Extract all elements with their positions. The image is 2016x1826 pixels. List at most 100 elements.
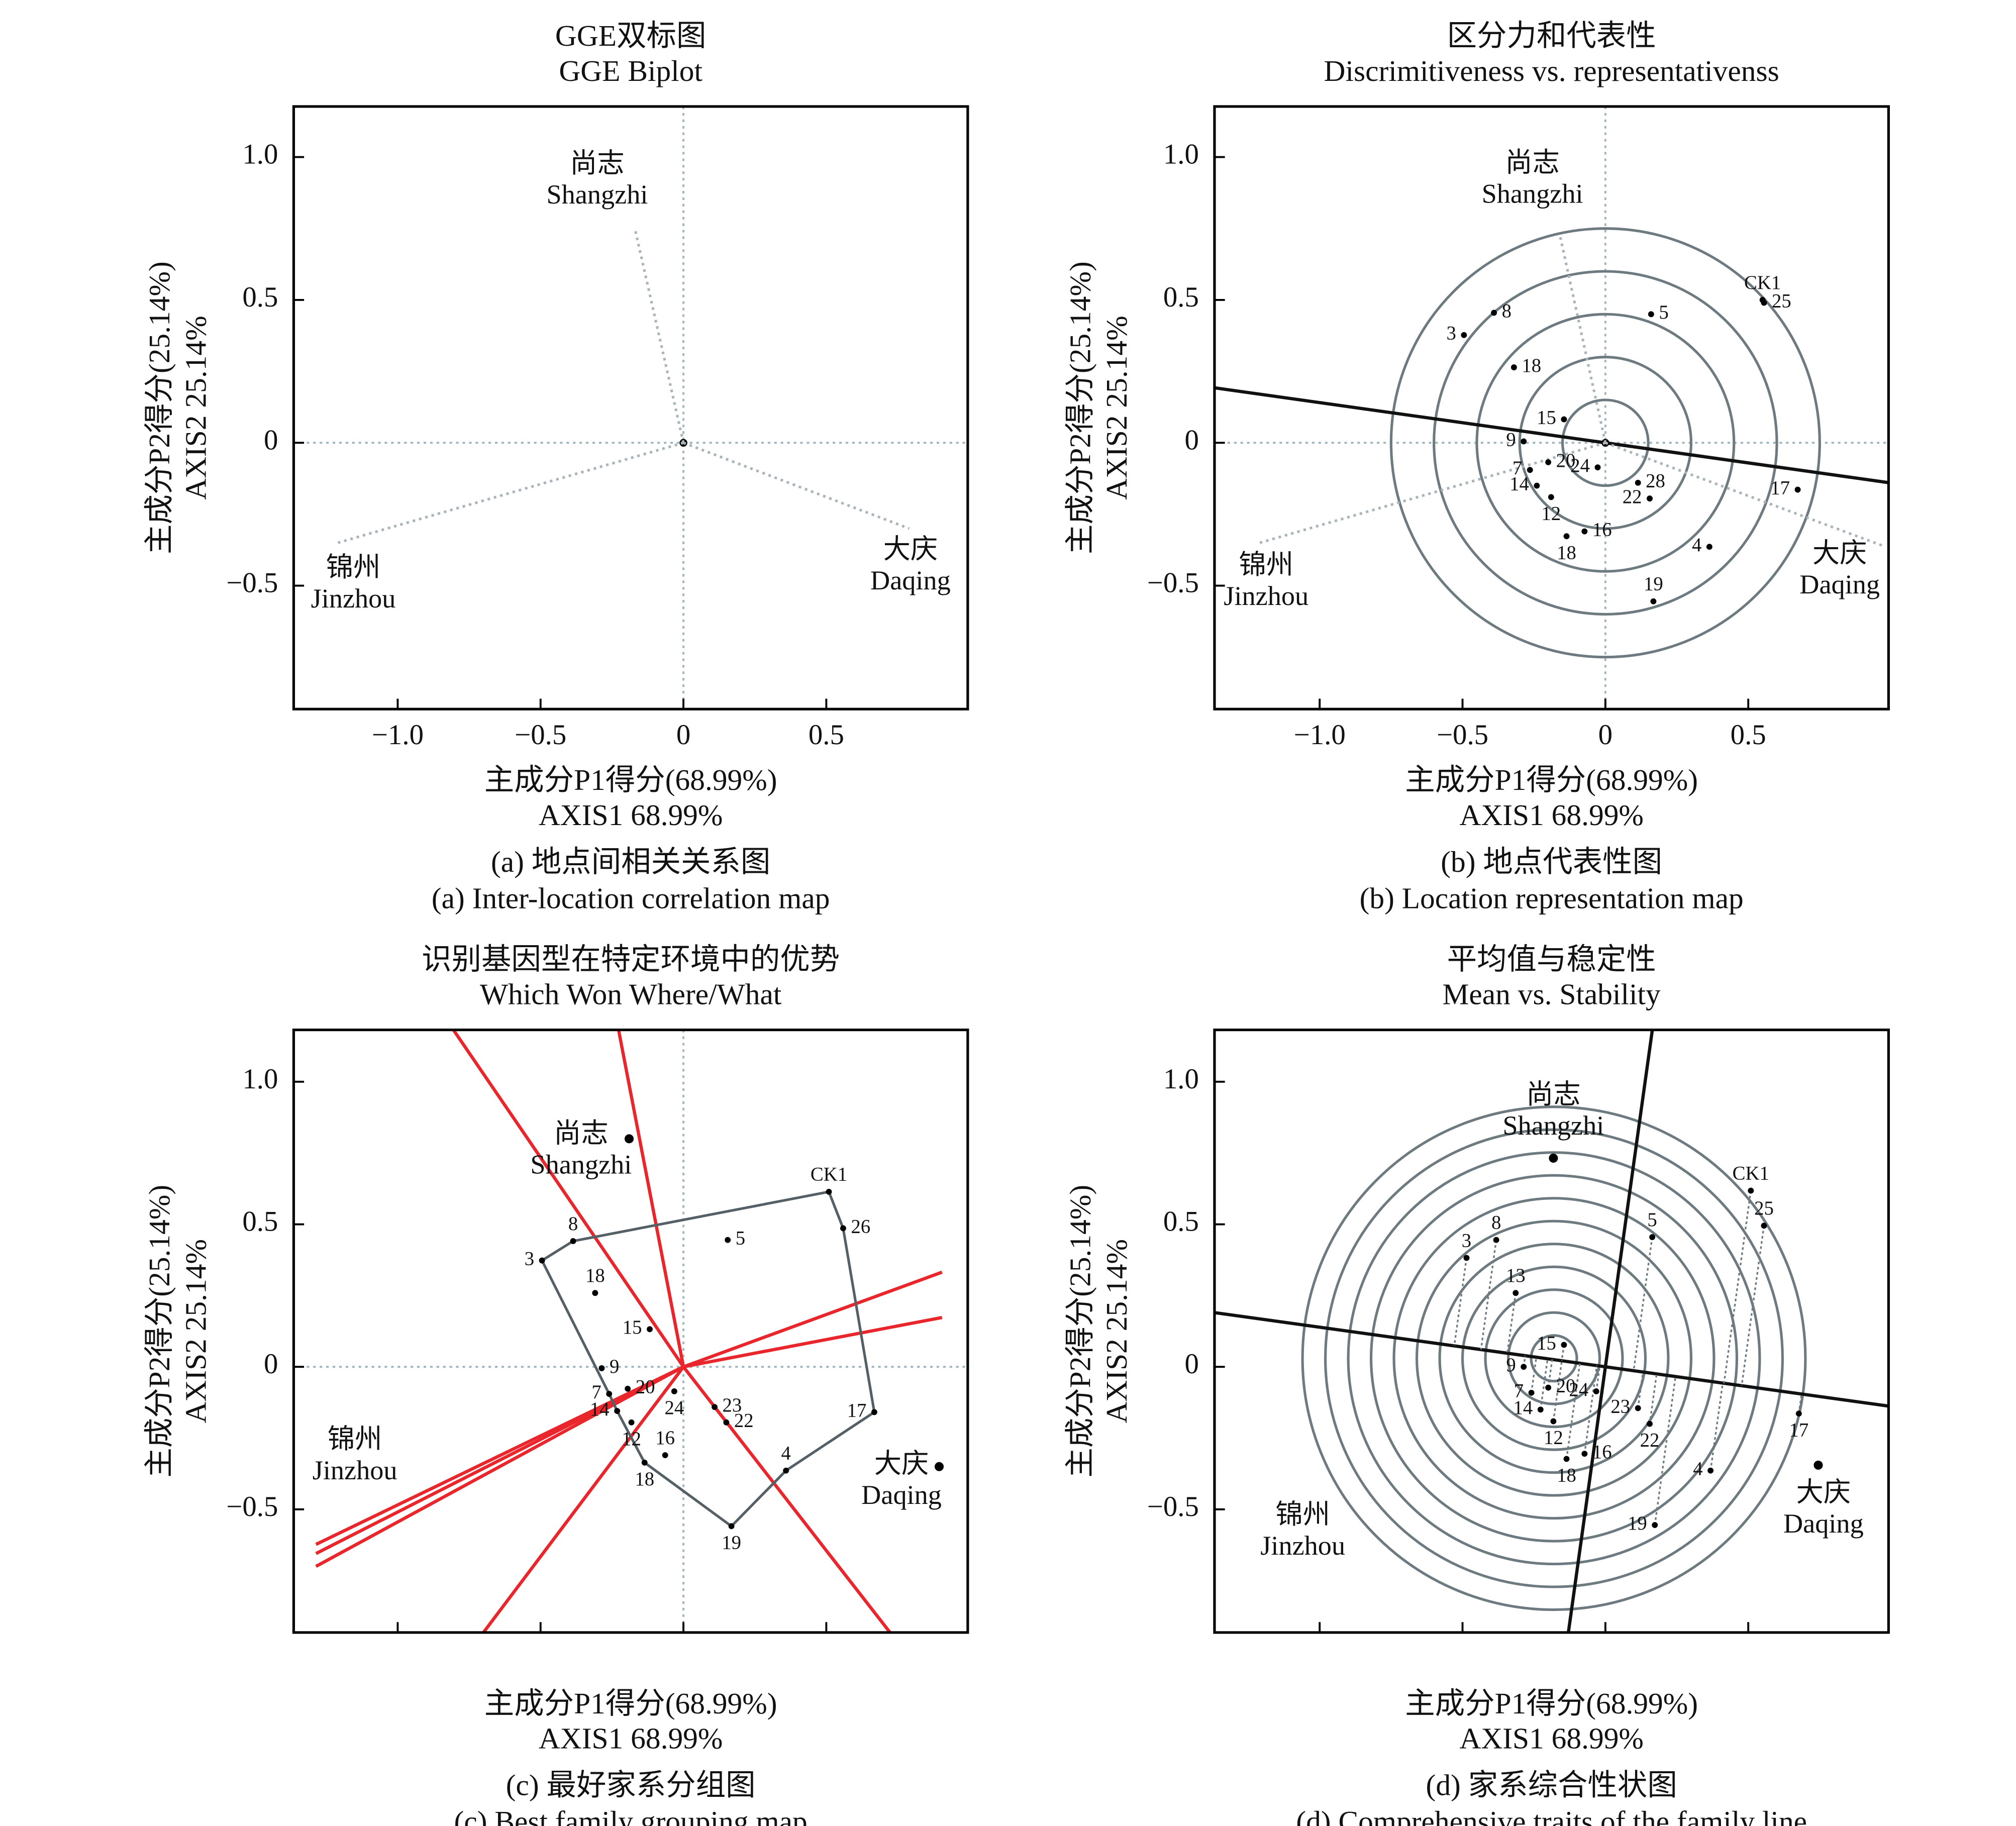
genotype-point bbox=[783, 1467, 789, 1474]
projection bbox=[1565, 1363, 1581, 1459]
environment-label: 锦州 bbox=[326, 552, 381, 582]
y-axis-label: 主成分P2得分(25.14%) bbox=[143, 261, 176, 554]
y-tick-label: 0 bbox=[1185, 1348, 1199, 1380]
y-axis-label: 主成分P2得分(25.14%) bbox=[143, 1185, 176, 1478]
environment-label: 尚志 bbox=[554, 1119, 609, 1149]
environment-label-en: Daqing bbox=[870, 565, 951, 595]
plot-frame bbox=[292, 105, 969, 711]
x-tick-label: 0 bbox=[1598, 719, 1612, 751]
point-label: 3 bbox=[1446, 323, 1456, 344]
point-label: 19 bbox=[722, 1532, 741, 1553]
genotype-point bbox=[1491, 310, 1497, 316]
point-label: 8 bbox=[1491, 1212, 1501, 1234]
point-label: 9 bbox=[1506, 429, 1516, 450]
genotype-point bbox=[671, 1388, 677, 1394]
y-tick-label: 0 bbox=[1185, 424, 1199, 456]
y-tick-label: −0.5 bbox=[226, 1491, 278, 1523]
genotype-point bbox=[1534, 482, 1540, 489]
plot-area bbox=[1214, 106, 1889, 709]
projection bbox=[1637, 1372, 1644, 1408]
x-tick-label: 0.5 bbox=[809, 719, 844, 751]
genotype-point bbox=[1563, 533, 1570, 540]
point-label: 22 bbox=[1623, 486, 1642, 508]
genotype-point bbox=[539, 1257, 545, 1264]
genotype-point bbox=[1648, 311, 1654, 318]
concentric-circle bbox=[1561, 398, 1650, 487]
point-label: 17 bbox=[1789, 1419, 1808, 1441]
point-label: 7 bbox=[1514, 1380, 1524, 1402]
genotype-point bbox=[1795, 1410, 1802, 1417]
caption: (d) Comprehensive traits of the family l… bbox=[1296, 1805, 1807, 1826]
concentric-circle bbox=[1301, 1105, 1807, 1611]
point-label: 12 bbox=[1541, 502, 1561, 524]
y-axis-label: AXIS2 25.14% bbox=[1100, 316, 1133, 500]
y-tick-label: 0.5 bbox=[242, 1206, 278, 1238]
x-axis-label: AXIS1 68.99% bbox=[1459, 798, 1644, 832]
x-tick-label: 0 bbox=[676, 719, 690, 751]
environment-label-en: Shangzhi bbox=[546, 179, 648, 210]
point-label: 24 bbox=[1569, 1379, 1588, 1400]
caption: (a) Inter-location correlation map bbox=[432, 881, 830, 915]
x-axis-label: 主成分P1得分(68.99%) bbox=[484, 763, 777, 796]
genotype-point bbox=[570, 1238, 576, 1244]
point-label: 24 bbox=[1570, 455, 1590, 476]
point-label: 18 bbox=[1557, 542, 1576, 563]
caption: (c) Best family grouping map bbox=[454, 1805, 808, 1826]
environment-label-en: Daqing bbox=[861, 1480, 942, 1510]
genotype-point bbox=[723, 1419, 730, 1426]
point-label: 17 bbox=[1770, 477, 1790, 498]
point-label: 22 bbox=[1640, 1430, 1660, 1451]
point-label: 4 bbox=[1693, 1458, 1702, 1480]
genotype-point bbox=[1748, 1187, 1754, 1194]
projection bbox=[1654, 1376, 1677, 1526]
environment-vector bbox=[337, 441, 684, 544]
genotype-point bbox=[840, 1225, 846, 1232]
environment-vector bbox=[683, 441, 910, 530]
concentric-circle bbox=[1506, 1311, 1601, 1405]
genotype-point bbox=[1581, 528, 1588, 535]
point-label: 12 bbox=[1544, 1427, 1563, 1449]
genotype-point bbox=[1761, 1223, 1767, 1229]
point-label: 19 bbox=[1628, 1512, 1647, 1534]
genotype-point bbox=[592, 1290, 598, 1296]
y-tick-label: −0.5 bbox=[1147, 1491, 1199, 1523]
genotype-point bbox=[1545, 459, 1552, 465]
genotype-point bbox=[1581, 1451, 1588, 1457]
plot-area bbox=[293, 1030, 968, 1633]
point-label: 18 bbox=[1522, 355, 1541, 376]
plot-area bbox=[1214, 1030, 1889, 1633]
projection bbox=[1723, 1190, 1752, 1384]
x-tick-label: −0.5 bbox=[515, 719, 566, 751]
point-label: 12 bbox=[622, 1428, 641, 1450]
genotype-point bbox=[641, 1459, 648, 1466]
point-label: 8 bbox=[1502, 300, 1511, 322]
projection bbox=[1583, 1365, 1598, 1454]
environment-label-en: Shangzhi bbox=[530, 1150, 632, 1180]
genotype-point bbox=[1635, 1405, 1641, 1411]
concentric-circle bbox=[1324, 1128, 1784, 1588]
environment-label: 尚志 bbox=[1505, 148, 1560, 178]
chart-title: 平均值与稳定性 bbox=[1447, 943, 1656, 976]
concentric-circle bbox=[1347, 1151, 1761, 1566]
point-label: 20 bbox=[1556, 1375, 1576, 1396]
sector-ray bbox=[482, 1366, 685, 1633]
projection bbox=[1595, 1366, 1601, 1392]
environment-marker bbox=[624, 1134, 634, 1144]
environment-label-en: Daqing bbox=[1799, 569, 1880, 599]
genotype-point bbox=[1510, 364, 1517, 371]
point-label: 5 bbox=[736, 1228, 745, 1249]
environment-label: 大庆 bbox=[883, 534, 938, 564]
chart-title: GGE双标图 bbox=[555, 19, 706, 52]
genotype-point bbox=[1561, 1342, 1567, 1348]
point-label: 23 bbox=[1610, 1395, 1630, 1417]
sector-ray bbox=[682, 1270, 943, 1369]
point-label: 23 bbox=[723, 1394, 742, 1416]
point-label: 7 bbox=[591, 1381, 601, 1403]
environment-label: 大庆 bbox=[1812, 538, 1867, 568]
projection bbox=[1649, 1374, 1658, 1424]
point-label: 25 bbox=[1754, 1197, 1774, 1219]
y-axis-label: AXIS2 25.14% bbox=[1100, 1239, 1133, 1424]
concentric-circle bbox=[1484, 1288, 1624, 1429]
point-label: CK1 bbox=[1744, 272, 1781, 293]
